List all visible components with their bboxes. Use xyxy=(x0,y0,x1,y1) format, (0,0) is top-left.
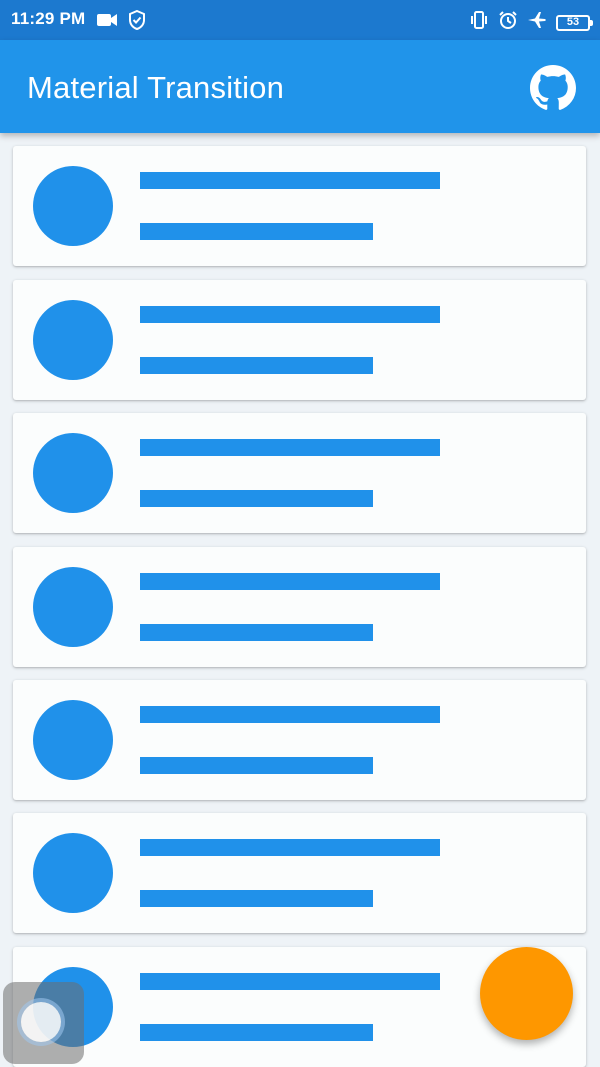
list-item[interactable] xyxy=(13,813,586,933)
app-title: Material Transition xyxy=(27,70,285,105)
subtitle-placeholder xyxy=(140,624,373,641)
touch-point xyxy=(21,1002,61,1042)
status-right-icons: 53 xyxy=(469,10,593,35)
battery-level: 53 xyxy=(566,16,580,28)
github-button[interactable] xyxy=(529,64,577,116)
status-time: 11:29 PM xyxy=(11,9,86,28)
avatar-placeholder xyxy=(33,166,113,246)
status-bar: 11:29 PM xyxy=(0,0,600,40)
avatar-placeholder xyxy=(33,433,113,513)
title-placeholder xyxy=(140,172,440,189)
list-item[interactable] xyxy=(13,680,586,800)
floating-action-button[interactable] xyxy=(480,947,573,1040)
list-item[interactable] xyxy=(13,280,586,400)
avatar-placeholder xyxy=(33,833,113,913)
avatar-placeholder xyxy=(33,300,113,380)
title-placeholder xyxy=(140,439,440,456)
title-placeholder xyxy=(140,973,440,990)
shield-check-icon xyxy=(128,9,146,35)
title-placeholder xyxy=(140,706,440,723)
status-left-icons xyxy=(96,9,146,35)
battery-tip xyxy=(590,19,593,26)
github-icon xyxy=(530,64,576,116)
title-placeholder xyxy=(140,306,440,323)
avatar-placeholder xyxy=(33,567,113,647)
subtitle-placeholder xyxy=(140,890,373,907)
subtitle-placeholder xyxy=(140,357,373,374)
title-placeholder xyxy=(140,839,440,856)
subtitle-placeholder xyxy=(140,757,373,774)
list-item[interactable] xyxy=(13,547,586,667)
subtitle-placeholder xyxy=(140,490,373,507)
airplane-icon xyxy=(527,10,547,35)
list-item[interactable] xyxy=(13,146,586,266)
title-placeholder xyxy=(140,573,440,590)
list-item[interactable] xyxy=(13,413,586,533)
avatar-placeholder xyxy=(33,700,113,780)
subtitle-placeholder xyxy=(140,1024,373,1041)
alarm-icon xyxy=(498,10,518,35)
touch-indicator xyxy=(3,982,84,1064)
battery-icon: 53 xyxy=(556,14,593,31)
video-camera-icon xyxy=(96,11,118,34)
app-bar: Material Transition xyxy=(0,40,600,133)
vibrate-icon xyxy=(469,10,489,35)
subtitle-placeholder xyxy=(140,223,373,240)
